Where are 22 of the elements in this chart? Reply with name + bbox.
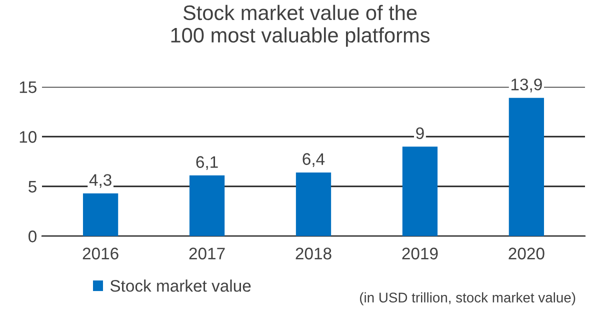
legend-label: Stock market value <box>110 280 251 292</box>
data-label: 6,1 <box>196 156 218 170</box>
y-tick-label: 5 <box>28 180 36 193</box>
x-tick-label: 2018 <box>296 248 332 260</box>
bar <box>82 193 118 236</box>
data-label: 13,9 <box>511 78 542 92</box>
y-tick-label: 0 <box>28 230 36 242</box>
data-label: 9 <box>416 127 424 140</box>
data-label: 4,3 <box>89 174 112 188</box>
y-tick-label: 15 <box>20 81 36 94</box>
bar <box>189 175 225 236</box>
bar <box>508 98 544 236</box>
x-tick-label: 2019 <box>402 248 438 260</box>
y-tick-label: 10 <box>20 131 36 143</box>
text: (in USD trillion, stock market value) <box>360 292 576 306</box>
x-tick-label: 2020 <box>508 248 544 260</box>
data-label: 6,4 <box>302 153 325 167</box>
chart-title: Stock market value of the 100 most valuable platforms <box>171 4 430 47</box>
x-tick-label: 2017 <box>189 248 225 260</box>
bar <box>402 146 438 236</box>
x-tick-label: 2016 <box>82 248 118 260</box>
bar <box>296 172 332 236</box>
